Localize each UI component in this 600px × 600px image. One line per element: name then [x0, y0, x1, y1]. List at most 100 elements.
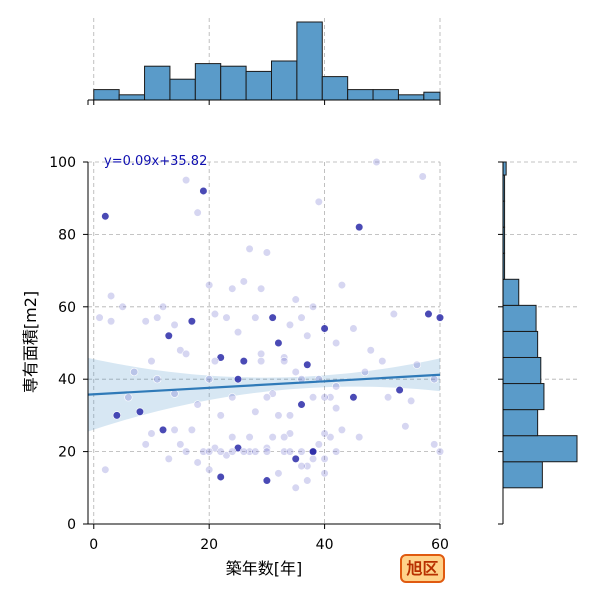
- data-point-43: [233, 443, 243, 453]
- data-point-67: [303, 461, 312, 471]
- data-point-124: [274, 411, 283, 420]
- data-point-135: [262, 476, 271, 485]
- data-point-41: [228, 393, 237, 402]
- data-point-42: [233, 328, 243, 337]
- right-hist-bar-1: [502, 435, 578, 463]
- data-point-25: [181, 349, 191, 358]
- data-point-116: [210, 357, 220, 366]
- top-hist-bar-2: [144, 65, 171, 101]
- data-point-123: [262, 393, 271, 402]
- data-point-96: [430, 440, 439, 449]
- data-point-100: [205, 447, 214, 456]
- data-point-103: [239, 447, 248, 456]
- x-tick-label-20: 20: [200, 537, 218, 553]
- district-badge-box: [400, 554, 445, 583]
- data-point-77: [332, 382, 341, 391]
- data-point-0: [101, 212, 110, 221]
- regression-confidence-band: [88, 357, 440, 432]
- right-hist-bar-0: [502, 461, 543, 489]
- data-point-97: [430, 375, 439, 384]
- data-point-11: [141, 440, 150, 449]
- data-point-137: [303, 476, 312, 485]
- data-point-15: [153, 375, 162, 384]
- top-hist-bar-6: [245, 70, 273, 101]
- data-point-81: [349, 393, 358, 402]
- data-point-72: [320, 324, 329, 333]
- data-point-130: [170, 425, 179, 434]
- data-point-66: [303, 331, 312, 340]
- data-point-38: [222, 313, 231, 322]
- regression-equation: y=0.09x+35.82: [104, 154, 207, 169]
- data-point-101: [216, 447, 225, 456]
- data-point-57: [274, 469, 283, 478]
- data-point-113: [297, 461, 306, 471]
- data-point-61: [285, 429, 295, 438]
- data-point-50: [257, 284, 266, 293]
- top-hist-bar-4: [194, 63, 222, 101]
- data-point-33: [205, 375, 214, 384]
- data-point-46: [245, 244, 254, 253]
- data-point-109: [228, 433, 237, 442]
- data-point-85: [366, 346, 375, 355]
- data-point-37: [216, 411, 225, 420]
- data-point-27: [187, 317, 196, 326]
- data-point-60: [285, 320, 295, 330]
- data-point-45: [239, 357, 248, 366]
- data-point-98: [435, 447, 445, 456]
- data-point-86: [372, 157, 381, 167]
- data-point-68: [308, 302, 318, 311]
- right-hist-bar-5: [502, 330, 539, 358]
- data-point-40: [228, 284, 237, 293]
- data-point-8: [130, 367, 139, 377]
- data-point-28: [193, 208, 202, 217]
- data-point-1: [101, 465, 110, 474]
- top-hist-bar-7: [271, 60, 298, 101]
- data-point-52: [262, 248, 271, 257]
- data-point-70: [314, 197, 323, 206]
- data-point-12: [147, 357, 156, 366]
- y-axis-label: 専有面積[m2]: [21, 291, 40, 393]
- data-point-126: [297, 400, 306, 409]
- data-point-80: [349, 324, 358, 333]
- y-tick-label-40: 40: [58, 372, 76, 388]
- data-point-26: [187, 425, 196, 434]
- data-point-128: [320, 393, 329, 402]
- top-hist-bar-3: [169, 78, 196, 101]
- main-grid: [88, 161, 441, 525]
- data-point-9: [135, 407, 145, 416]
- data-point-16: [158, 302, 168, 311]
- data-point-34: [210, 309, 220, 319]
- data-point-29: [193, 400, 202, 409]
- data-point-112: [280, 433, 289, 442]
- data-point-47: [245, 447, 254, 456]
- axes: [83, 161, 441, 529]
- data-point-121: [303, 360, 312, 369]
- data-point-31: [199, 447, 208, 456]
- top-hist-bar-8: [296, 21, 323, 101]
- data-point-74: [326, 393, 335, 402]
- data-point-76: [332, 338, 341, 348]
- data-point-93: [412, 360, 422, 369]
- data-point-108: [308, 447, 318, 456]
- data-point-6: [95, 313, 104, 322]
- right-hist-bar-2: [502, 409, 539, 437]
- regression-line: [87, 373, 441, 396]
- data-point-78: [337, 280, 347, 290]
- regression-line-path: [87, 373, 441, 396]
- data-point-134: [216, 472, 225, 482]
- data-point-88: [383, 393, 393, 402]
- right-hist-bar-7: [502, 278, 520, 306]
- data-point-64: [297, 313, 306, 322]
- data-point-106: [285, 447, 295, 456]
- district-badge-text: 旭区: [405, 559, 438, 578]
- data-point-95: [424, 309, 433, 319]
- data-point-132: [193, 458, 202, 467]
- scatter-points: [95, 157, 445, 492]
- data-point-131: [181, 447, 191, 456]
- data-point-115: [320, 429, 329, 438]
- data-point-105: [262, 447, 271, 456]
- data-point-49: [251, 407, 260, 416]
- top-marginal-histogram: [87, 18, 441, 105]
- data-point-59: [280, 447, 289, 456]
- data-point-22: [176, 346, 185, 355]
